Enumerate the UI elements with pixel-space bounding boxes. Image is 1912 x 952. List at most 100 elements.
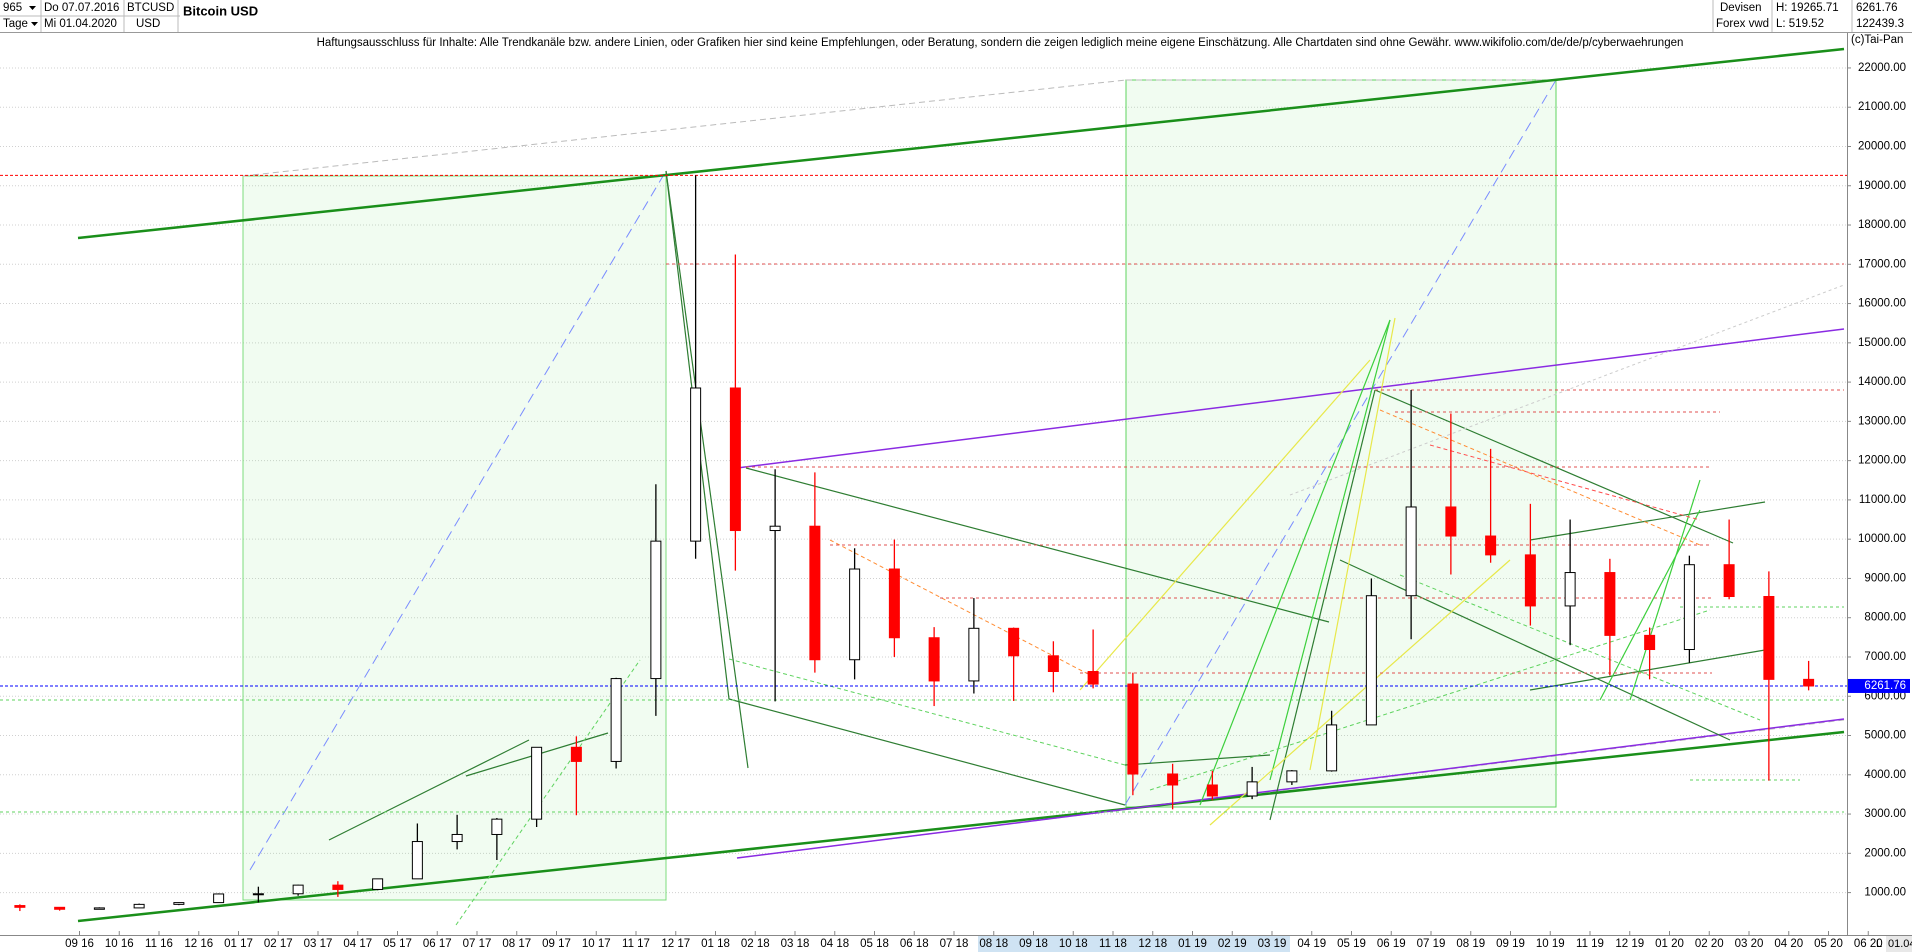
x-tick-label: 06 20 bbox=[1854, 938, 1883, 950]
x-tick-label: 10 18 bbox=[1059, 938, 1088, 950]
x-tick-label: 08 17 bbox=[502, 938, 531, 950]
x-tick-label: 03 20 bbox=[1735, 938, 1764, 950]
x-tick-label: 05 17 bbox=[383, 938, 412, 950]
trend-line bbox=[1269, 319, 1391, 781]
candle-body bbox=[252, 893, 264, 896]
x-tick-label: 06 19 bbox=[1377, 938, 1406, 950]
bar-count[interactable]: 965 bbox=[3, 2, 22, 14]
x-tick-label: 09 16 bbox=[65, 938, 94, 950]
period[interactable]: Tage bbox=[3, 18, 28, 30]
candle-body bbox=[1723, 564, 1735, 598]
trend-line bbox=[1529, 501, 1766, 541]
low-value: L: 519.52 bbox=[1776, 18, 1824, 30]
candle-body bbox=[411, 841, 423, 880]
x-tick-label: 04 18 bbox=[820, 938, 849, 950]
candle-body bbox=[769, 525, 781, 532]
trend-line bbox=[1079, 359, 1371, 691]
candle-body bbox=[570, 746, 582, 762]
x-axis-highlight bbox=[978, 936, 1290, 952]
candle-body bbox=[451, 833, 463, 843]
candle-body bbox=[332, 884, 344, 890]
trend-line bbox=[249, 170, 667, 871]
end-date: 01.04.20 bbox=[1888, 938, 1912, 950]
symbol: BTCUSD bbox=[127, 2, 174, 14]
trend-line bbox=[728, 698, 1126, 806]
candle-body bbox=[292, 884, 304, 895]
y-tick-label: 11000.00 bbox=[1859, 494, 1906, 506]
y-tick-label: 17000.00 bbox=[1858, 258, 1906, 270]
trend-line bbox=[1124, 754, 1271, 766]
channel-line bbox=[77, 47, 1845, 240]
candle-body bbox=[1763, 596, 1775, 680]
candles bbox=[0, 174, 1847, 912]
scale-mode[interactable]: L bbox=[1876, 938, 1882, 950]
x-tick-label: 08 19 bbox=[1456, 938, 1485, 950]
dropdown-arrow[interactable] bbox=[29, 6, 36, 10]
candle-body bbox=[1246, 781, 1258, 797]
x-tick-label: 12 18 bbox=[1138, 938, 1167, 950]
candle-body bbox=[650, 540, 662, 680]
trend-line bbox=[1209, 559, 1511, 826]
y-tick-label: 9000.00 bbox=[1864, 572, 1906, 584]
candle-body bbox=[1644, 634, 1656, 651]
candle-body bbox=[173, 902, 185, 905]
y-tick-label: 8000.00 bbox=[1864, 612, 1906, 624]
last-price-box bbox=[1848, 678, 1910, 693]
y-tick-label: 20000.00 bbox=[1858, 141, 1906, 153]
candle-body bbox=[849, 568, 861, 661]
y-tick-label: 19000.00 bbox=[1858, 180, 1906, 192]
candle-body bbox=[610, 678, 622, 762]
candle-body bbox=[1524, 554, 1536, 607]
date-from: Do 07.07.2016 bbox=[44, 2, 119, 14]
y-tick-label: 16000.00 bbox=[1858, 298, 1906, 310]
x-tick-label: 03 19 bbox=[1258, 938, 1287, 950]
trend-line bbox=[328, 739, 530, 841]
y-tick-label: 4000.00 bbox=[1864, 769, 1906, 781]
x-tick-label: 05 18 bbox=[860, 938, 889, 950]
box-highlight bbox=[242, 175, 667, 901]
candle-body bbox=[1485, 535, 1497, 556]
trend-line bbox=[242, 79, 1127, 177]
y-tick-label: 22000.00 bbox=[1858, 62, 1906, 74]
y-tick-label: 15000.00 bbox=[1858, 337, 1906, 349]
dropdown-arrow[interactable] bbox=[31, 22, 38, 26]
x-tick-label: 07 18 bbox=[940, 938, 969, 950]
x-tick-label: 09 18 bbox=[1019, 938, 1048, 950]
candle-body bbox=[968, 627, 980, 682]
trend-line bbox=[1374, 389, 1734, 544]
trend-line bbox=[1339, 559, 1731, 741]
y-tick-label: 14000.00 bbox=[1858, 376, 1906, 388]
grid bbox=[0, 67, 1847, 894]
x-tick-label: 11 16 bbox=[145, 938, 173, 950]
x-tick-label: 01 19 bbox=[1178, 938, 1207, 950]
candle-body bbox=[213, 893, 225, 904]
candle-body bbox=[1008, 627, 1020, 657]
candle-body bbox=[14, 905, 26, 908]
candle-body bbox=[1167, 773, 1179, 786]
y-tick-label: 5000.00 bbox=[1864, 730, 1906, 742]
candle-body bbox=[133, 903, 145, 909]
candle-body bbox=[1365, 595, 1377, 726]
x-tick-label: 07 17 bbox=[463, 938, 492, 950]
trend-line bbox=[1124, 79, 1557, 806]
x-tick-label: 03 17 bbox=[304, 938, 333, 950]
candle-body bbox=[372, 878, 384, 890]
currency: USD bbox=[136, 18, 160, 30]
date-to: Mi 01.04.2020 bbox=[44, 18, 117, 30]
x-tick-label: 09 19 bbox=[1496, 938, 1525, 950]
y-tick-label: 1000.00 bbox=[1864, 887, 1906, 899]
x-tick-label: 04 20 bbox=[1774, 938, 1803, 950]
candle-body bbox=[1405, 506, 1417, 597]
trend-line bbox=[1429, 444, 1701, 521]
candle-body bbox=[1803, 678, 1815, 687]
x-tick-label: 02 19 bbox=[1218, 938, 1247, 950]
x-tick-label: 10 19 bbox=[1536, 938, 1565, 950]
x-tick-label: 02 18 bbox=[741, 938, 770, 950]
candle-body bbox=[1683, 564, 1695, 651]
x-tick-label: 08 18 bbox=[979, 938, 1008, 950]
candle-body bbox=[1206, 784, 1218, 797]
x-tick-label: 11 17 bbox=[622, 938, 650, 950]
x-tick-label: 03 18 bbox=[781, 938, 810, 950]
